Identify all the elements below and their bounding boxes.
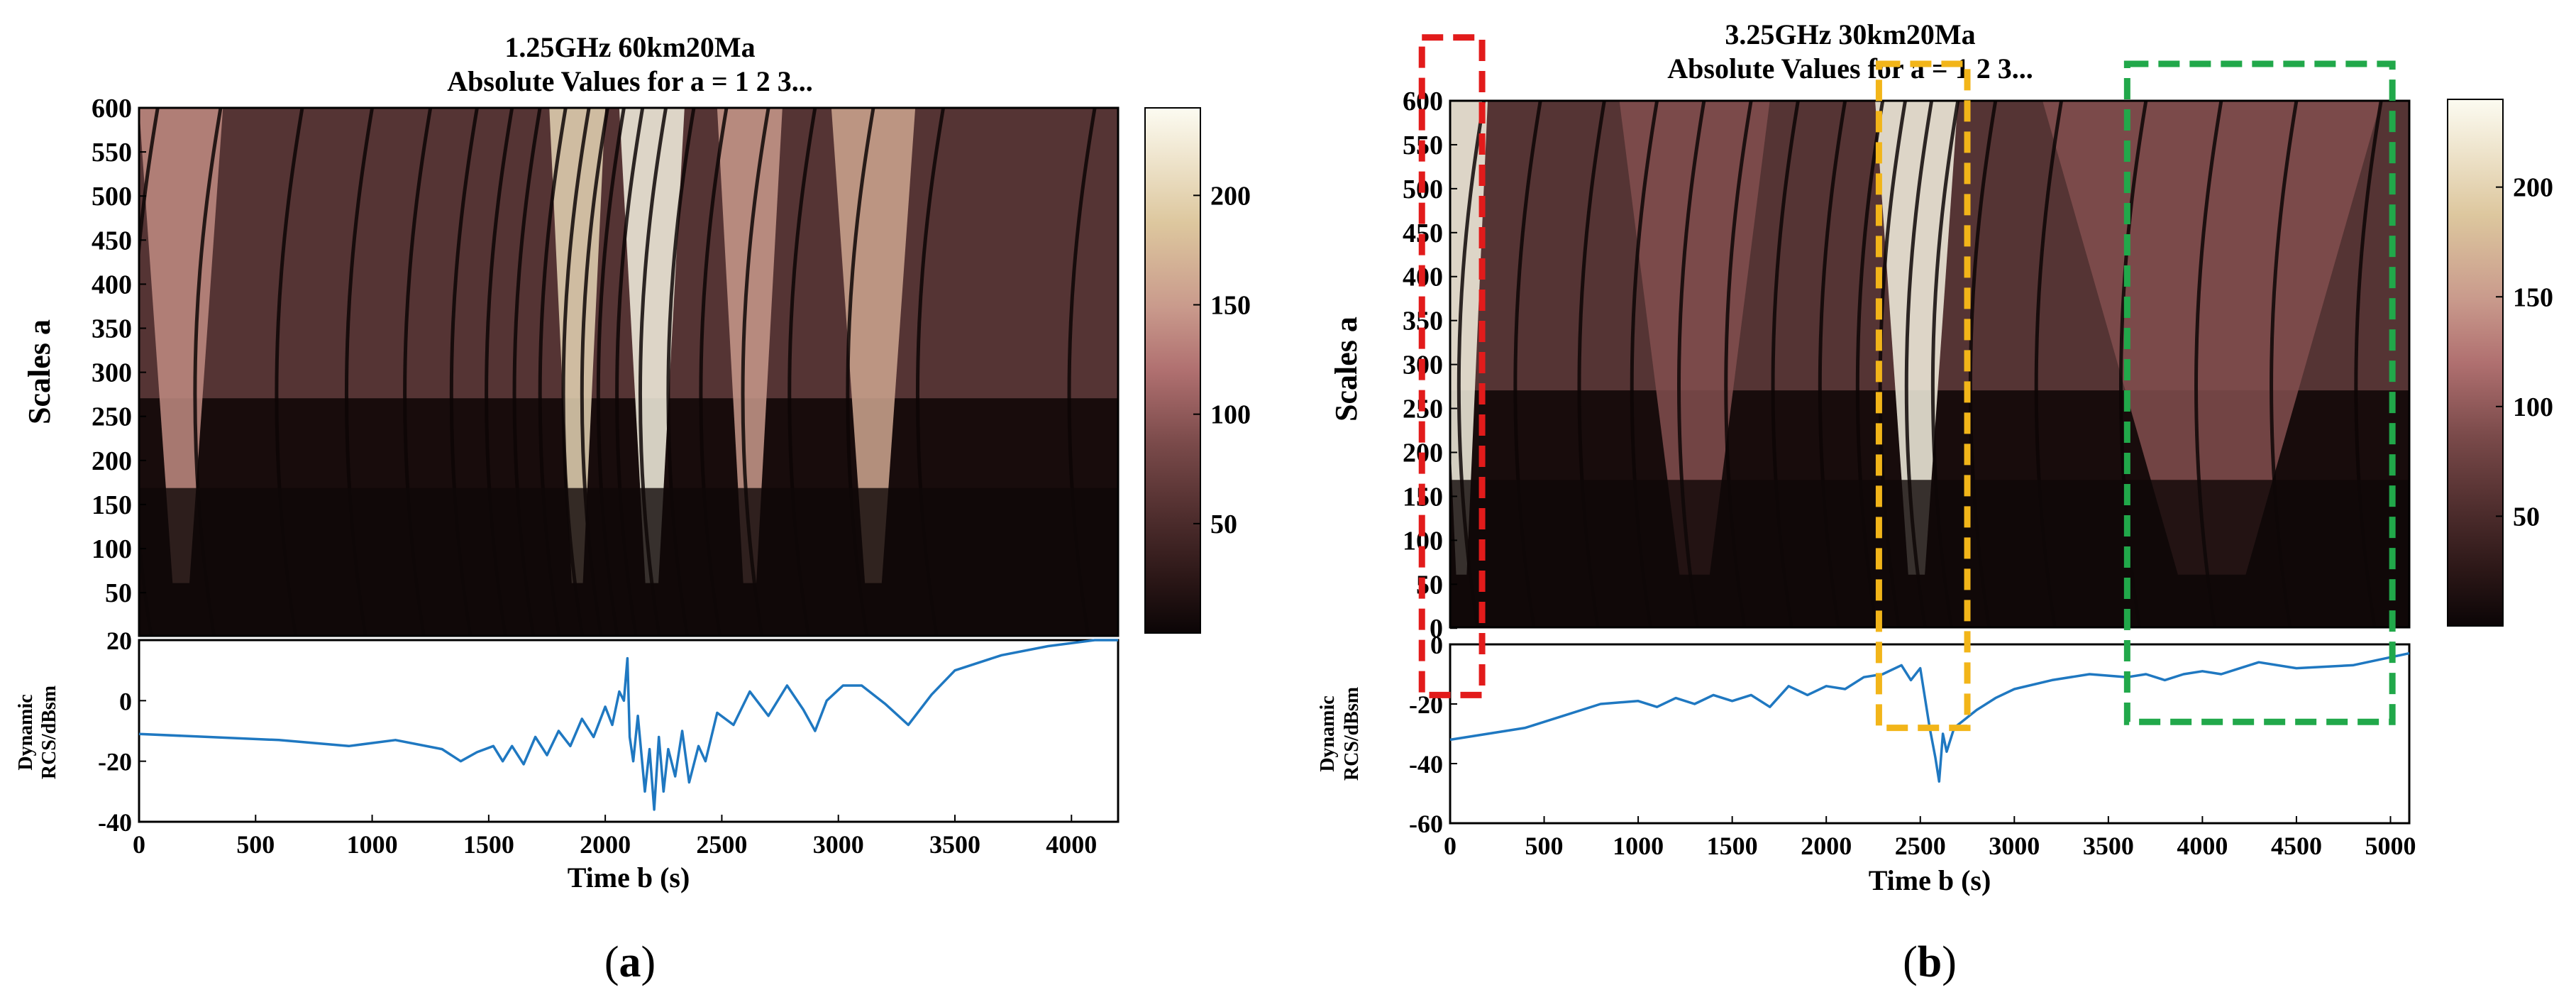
rcs-b-ytick-label--60: -60: [1409, 810, 1443, 838]
panel-b-rcs-plot: 0 500 1000 1500 2000 2500 3000 3500 4000 4500 5000…: [1317, 631, 2416, 896]
scalogram-b-low-scale-band: [1450, 480, 2409, 627]
panel-b-rcs-xlabel: Time b (s): [1869, 864, 1991, 896]
panel-b-colorbar-gradient: [2447, 99, 2504, 627]
rcs-b-xtick-label-1000: 1000: [1613, 832, 1664, 860]
panel-b-label: (b): [1903, 938, 1957, 986]
panel-a-scalogram: 50 100 150 200 250 300 350 400 450 500 550 600 Scal…: [22, 94, 1120, 637]
rcs-a-xtick-label-2500: 2500: [696, 830, 747, 859]
rcs-b-xtick-label-0: 0: [1444, 832, 1456, 860]
panel-b-title-line2: Absolute Values for a = 1 2 3...: [1667, 53, 2033, 84]
panel-a: 1.25GHz 60km20Ma Absolute Values for a =…: [15, 31, 1251, 986]
rcs-b-xtick-label-1500: 1500: [1707, 832, 1758, 860]
scalogram-b-bright-region-2: [1619, 101, 1770, 575]
scalogram-a-bright-region-3: [717, 108, 783, 583]
rcs-a-ytick-label--20: -20: [98, 748, 132, 776]
panel-b: 3.25GHz 30km20Ma Absolute Values for a =…: [1317, 18, 2553, 986]
highlight-box-orange: [1875, 60, 1971, 732]
panel-a-colorbar: 50 100 150 200: [1144, 107, 1251, 634]
colorbar-a-tick-label-200: 200: [1210, 181, 1251, 211]
scalogram-a-ytick-label-350: 350: [92, 314, 132, 344]
scalogram-a-ytick-label-150: 150: [92, 490, 132, 520]
scalogram-b-bright-region-1: [1875, 101, 1958, 575]
rcs-b-xtick-label-3000: 3000: [1989, 832, 2040, 860]
panel-a-rcs-ylabel-line2: RCS/dBsm: [38, 686, 60, 779]
scalogram-a-ytick-label-300: 300: [92, 358, 132, 388]
highlight-box-green: [2123, 60, 2396, 725]
rcs-a-xtick-label-3500: 3500: [929, 830, 980, 859]
scalogram-b-ytick-label-0: 0: [1430, 614, 1443, 644]
rcs-b-xtick-label-4000: 4000: [2177, 832, 2228, 860]
panel-a-label: (a): [604, 938, 656, 986]
scalogram-a-ytick-label-250: 250: [92, 402, 132, 432]
panel-b-highlight-boxes: [1418, 34, 2396, 732]
rcs-b-xtick-label-2500: 2500: [1895, 832, 1946, 860]
colorbar-a-tick-label-100: 100: [1210, 400, 1251, 430]
rcs-a-xtick-label-500: 500: [236, 830, 275, 859]
rcs-a-xtick-label-1500: 1500: [463, 830, 514, 859]
panel-b-label-letter: b: [1918, 938, 1942, 986]
scalogram-a-bright-region-2: [619, 108, 685, 583]
rcs-b-xtick-label-4500: 4500: [2271, 832, 2322, 860]
rcs-a-xtick-label-1000: 1000: [347, 830, 398, 859]
scalogram-a-ridge-0: [139, 108, 160, 636]
panel-a-colorbar-gradient: [1144, 107, 1201, 634]
scalogram-a-low-scale-band: [139, 488, 1118, 636]
colorbar-b-tick-label-50: 50: [2513, 502, 2540, 532]
scalogram-a-ytick-label-200: 200: [92, 446, 132, 476]
rcs-b-ytick-label-0: 0: [1430, 631, 1443, 659]
panel-a-rcs-plot: 0 500 1000 1500 2000 2500 3000 3500 4000 -40 -20 0 2…: [15, 627, 1120, 893]
scalogram-a-bright-region-4: [831, 108, 916, 583]
panel-a-rcs-series-line: [138, 639, 1118, 811]
rcs-b-xtick-label-5000: 5000: [2365, 832, 2416, 860]
colorbar-a-tick-label-50: 50: [1210, 510, 1237, 539]
panel-a-label-letter: a: [619, 938, 641, 986]
scalogram-a-ytick-label-600: 600: [92, 94, 132, 123]
rcs-a-xtick-label-2000: 2000: [580, 830, 631, 859]
panel-b-rcs-ylabel-line2: RCS/dBsm: [1341, 687, 1363, 781]
colorbar-b-tick-label-100: 100: [2513, 392, 2553, 422]
rcs-a-ytick-label--40: -40: [98, 808, 132, 837]
scalogram-a-ytick-label-50: 50: [105, 578, 132, 608]
panel-b-colorbar: 50 100 150 200: [2447, 99, 2553, 627]
scalogram-a-ytick-label-500: 500: [92, 182, 132, 211]
panel-a-rcs-ylabel-line1: Dynamic: [15, 694, 37, 770]
rcs-b-xtick-label-3500: 3500: [2083, 832, 2134, 860]
panel-a-scalogram-ylabel: Scales a: [22, 319, 57, 424]
panel-a-title-line1: 1.25GHz 60km20Ma: [504, 31, 755, 63]
scalogram-a-ytick-label-100: 100: [92, 534, 132, 564]
panel-a-rcs-xlabel: Time b (s): [568, 862, 690, 893]
panel-b-title-line1: 3.25GHz 30km20Ma: [1725, 18, 1975, 50]
rcs-b-xtick-label-2000: 2000: [1801, 832, 1852, 860]
scalogram-a-ytick-label-400: 400: [92, 270, 132, 299]
scalogram-a-ytick-label-450: 450: [92, 226, 132, 255]
panel-b-rcs-ylabel-line1: Dynamic: [1317, 695, 1339, 771]
panel-b-scalogram-ylabel: Scales a: [1329, 317, 1364, 422]
rcs-a-ytick-label-0: 0: [119, 687, 132, 715]
highlight-box-red: [1418, 34, 1486, 698]
scalogram-a-ytick-label-550: 550: [92, 138, 132, 167]
rcs-a-xtick-label-3000: 3000: [813, 830, 864, 859]
rcs-a-ytick-label-20: 20: [106, 627, 132, 655]
colorbar-a-tick-label-150: 150: [1210, 291, 1251, 321]
rcs-b-ytick-label--40: -40: [1409, 750, 1443, 778]
panel-a-title-line2: Absolute Values for a = 1 2 3...: [447, 65, 812, 97]
rcs-a-xtick-label-4000: 4000: [1046, 830, 1097, 859]
colorbar-b-tick-label-200: 200: [2513, 173, 2553, 203]
rcs-b-xtick-label-500: 500: [1525, 832, 1564, 860]
scalogram-a-bright-region-0: [139, 108, 223, 583]
rcs-a-xtick-label-0: 0: [133, 830, 145, 859]
colorbar-b-tick-label-150: 150: [2513, 282, 2553, 312]
